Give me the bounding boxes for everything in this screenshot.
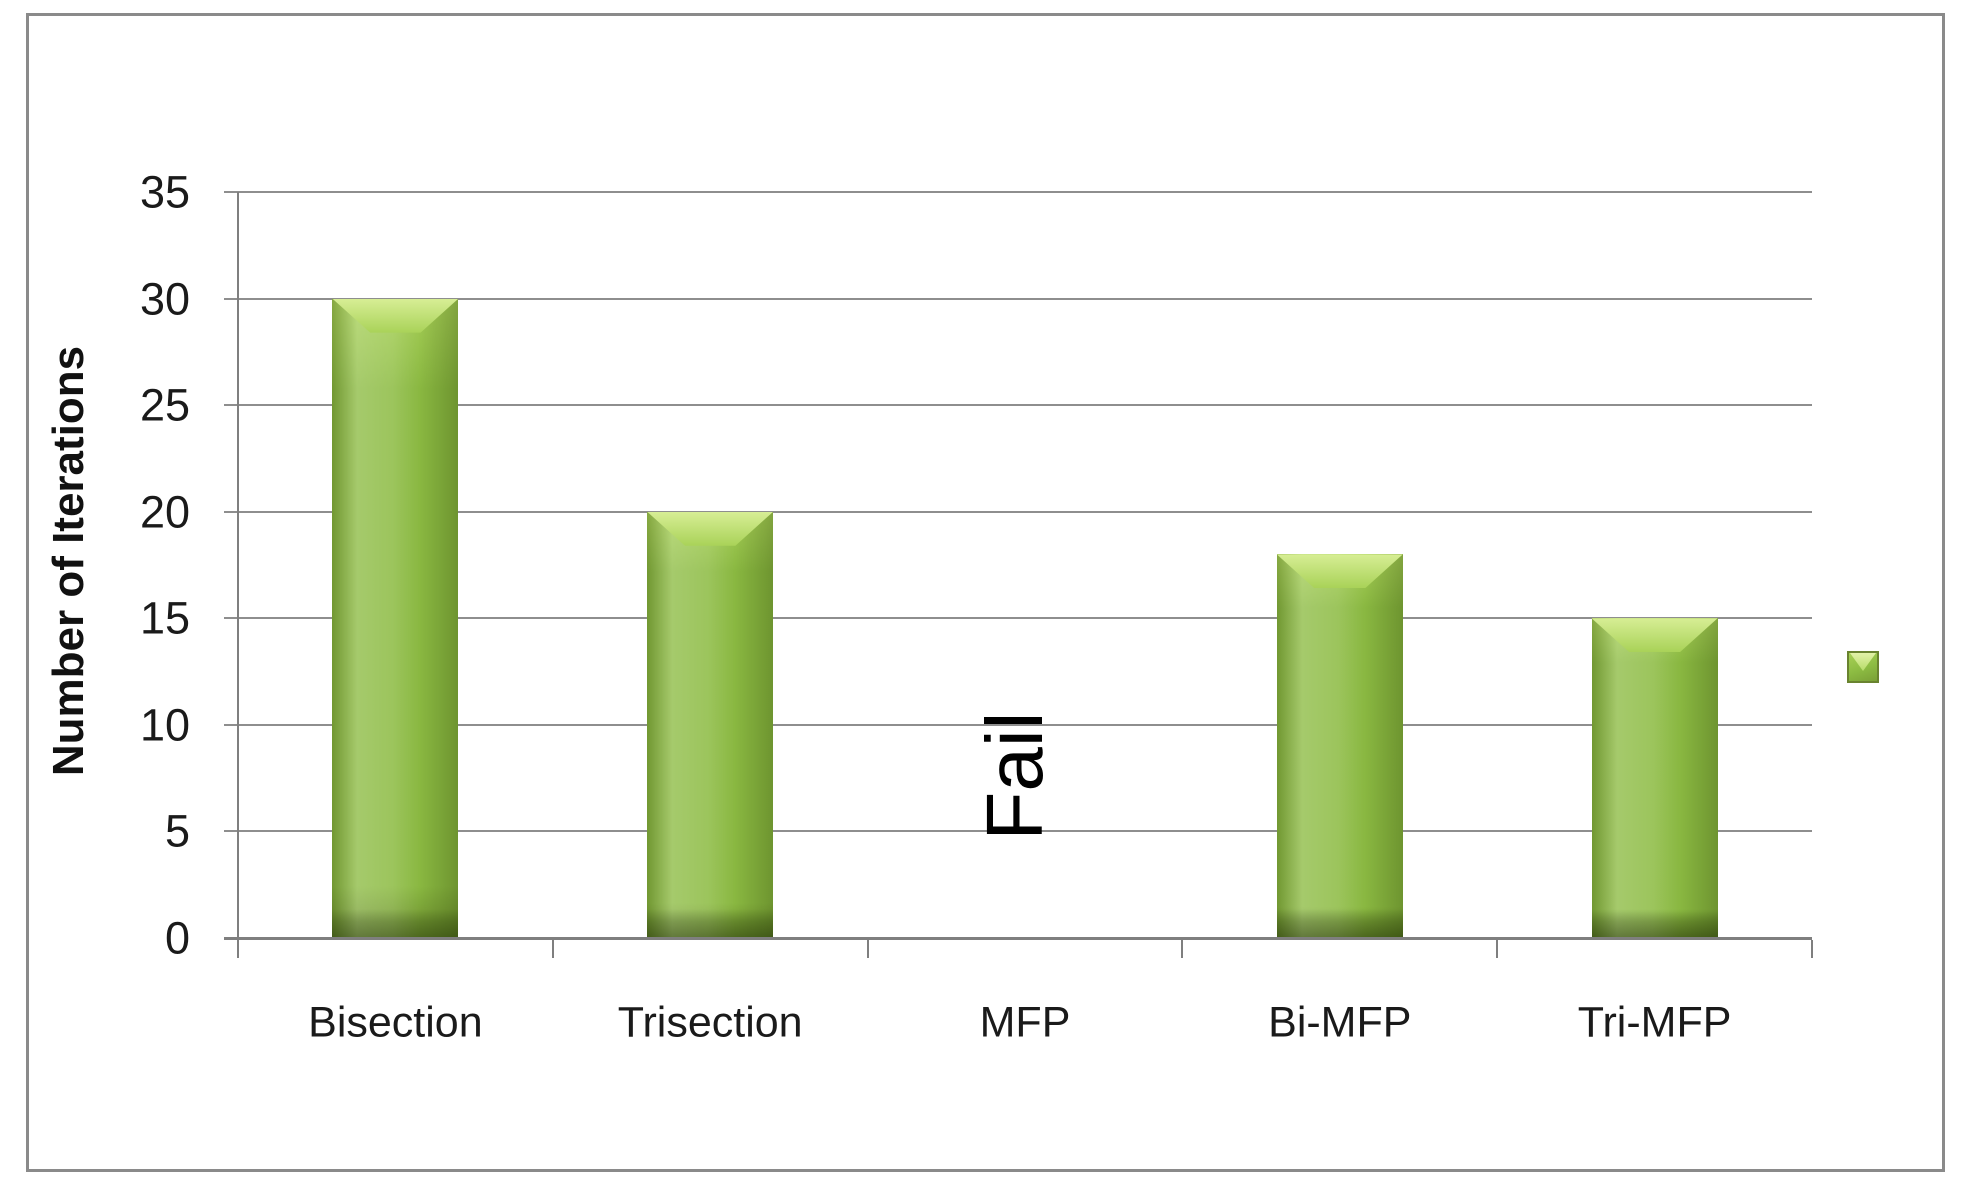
gridline-y5 bbox=[224, 830, 1812, 833]
legend-series-swatch-icon bbox=[1847, 651, 1879, 683]
bar-tri-mfp bbox=[1591, 618, 1718, 937]
y-tick-label: 5 bbox=[164, 805, 190, 857]
gridline-y10 bbox=[224, 723, 1812, 726]
gridline-y15 bbox=[224, 617, 1812, 620]
gridline-y20 bbox=[224, 510, 1812, 513]
x-axis-tick bbox=[1496, 940, 1499, 958]
gridline-y25 bbox=[224, 404, 1812, 407]
x-axis-line bbox=[224, 937, 1812, 940]
fail-annotation: Fail bbox=[970, 711, 1059, 841]
x-axis-tick bbox=[1181, 940, 1184, 958]
y-tick-label: 10 bbox=[139, 699, 190, 751]
y-tick-label: 35 bbox=[139, 166, 190, 218]
y-tick-label: 15 bbox=[139, 592, 190, 644]
y-axis-line bbox=[237, 192, 239, 938]
y-tick-label: 0 bbox=[164, 912, 190, 964]
gridline-y30 bbox=[224, 297, 1812, 300]
x-axis-label-bisection: Bisection bbox=[308, 998, 483, 1047]
y-tick-label: 25 bbox=[139, 379, 190, 431]
x-axis-tick bbox=[237, 940, 239, 958]
x-axis-label-mfp: MFP bbox=[979, 998, 1071, 1047]
bar-trisection bbox=[647, 511, 774, 938]
x-axis-label-trisection: Trisection bbox=[617, 998, 803, 1047]
x-axis-tick bbox=[866, 940, 869, 958]
bar-bi-mfp bbox=[1276, 554, 1403, 937]
y-tick-label: 30 bbox=[139, 273, 190, 325]
gridline-y35 bbox=[224, 191, 1812, 193]
y-tick-label: 20 bbox=[139, 486, 190, 538]
bar-bisection bbox=[332, 298, 459, 938]
x-axis-tick bbox=[551, 940, 554, 958]
x-axis-tick bbox=[1811, 940, 1813, 958]
x-axis-label-tri-mfp: Tri-MFP bbox=[1577, 998, 1732, 1047]
x-axis-label-bi-mfp: Bi-MFP bbox=[1268, 998, 1412, 1047]
